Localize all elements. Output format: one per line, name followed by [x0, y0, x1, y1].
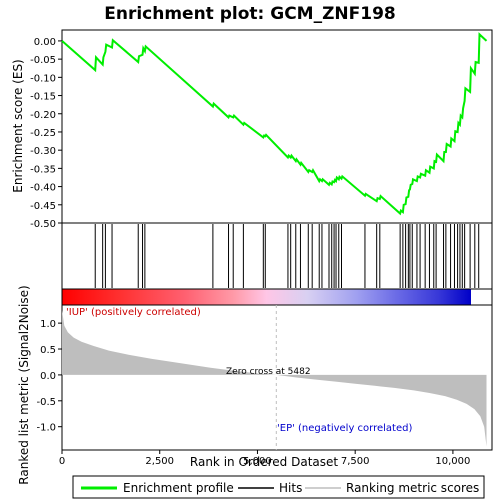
es-y-tick-label: -0.10 — [30, 73, 56, 84]
legend-metric-label: Ranking metric scores — [346, 481, 479, 495]
es-panel-frame — [61, 29, 493, 224]
x-axis-label: Rank in Ordered Dataset — [190, 455, 338, 469]
es-y-tick-label: -0.30 — [30, 146, 56, 157]
x-tick-label: 10,000 — [435, 456, 470, 467]
legend-hits-label: Hits — [279, 481, 302, 495]
hits-panel — [61, 222, 493, 290]
x-tick-label: 0 — [59, 456, 65, 467]
legend: Enrichment profile Hits Ranking metric s… — [72, 475, 485, 499]
metric-y-axis: 1.0 0.5 0.0 -0.5 -1.0 — [36, 319, 62, 434]
es-y-axis: 0.00 -0.05 -0.10 -0.15 -0.20 -0.25 -0.30 -0.35 -… — [30, 37, 62, 230]
rank-color-bar — [61, 288, 493, 306]
metric-y-axis-label: Ranked list metric (Signal2Noise) — [17, 285, 31, 484]
zero-cross-label: Zero cross at 5482 — [226, 367, 311, 377]
metric-y-tick-label: -0.5 — [36, 397, 56, 408]
metric-y-tick-label: 0.5 — [40, 345, 56, 356]
ranking-metric-area — [62, 310, 487, 447]
metric-panel: 1.0 0.5 0.0 -0.5 -1.0 Zero cross at 5482 'IU… — [17, 285, 493, 485]
x-tick-label: 5,000 — [243, 456, 272, 467]
es-y-tick-label: 0.00 — [34, 37, 56, 48]
es-y-tick-label: -0.25 — [30, 128, 56, 139]
metric-y-tick-label: 1.0 — [40, 319, 56, 330]
es-panel: 0.00 -0.05 -0.10 -0.15 -0.20 -0.25 -0.30 -0.35 -… — [11, 29, 493, 230]
es-y-tick-label: -0.20 — [30, 110, 56, 121]
legend-enrichment-label: Enrichment profile — [123, 481, 234, 495]
rank-gradient — [62, 289, 471, 305]
es-y-tick-label: -0.40 — [30, 183, 56, 194]
hit-marks — [94, 224, 480, 288]
hits-panel-frame — [61, 222, 493, 290]
es-y-tick-label: -0.35 — [30, 164, 56, 175]
legend-frame — [72, 475, 485, 499]
es-y-tick-label: -0.05 — [30, 55, 56, 66]
x-tick-label: 2,500 — [145, 456, 174, 467]
positive-correlation-label: 'IUP' (positively correlated) — [66, 307, 201, 318]
metric-y-tick-label: -1.0 — [36, 423, 56, 434]
metric-y-tick-label: 0.0 — [40, 371, 56, 382]
enrichment-profile-line — [61, 32, 488, 216]
negative-correlation-label: 'EP' (negatively correlated) — [277, 423, 412, 434]
es-y-axis-label: Enrichment score (ES) — [11, 59, 25, 192]
es-y-tick-label: -0.50 — [30, 219, 56, 230]
es-y-tick-label: -0.45 — [30, 201, 56, 212]
x-axis: 0 2,500 5,000 7,500 10,000 — [59, 450, 470, 467]
es-y-tick-label: -0.15 — [30, 92, 56, 103]
chart-title: Enrichment plot: GCM_ZNF198 — [104, 4, 396, 24]
x-tick-label: 7,500 — [341, 456, 370, 467]
